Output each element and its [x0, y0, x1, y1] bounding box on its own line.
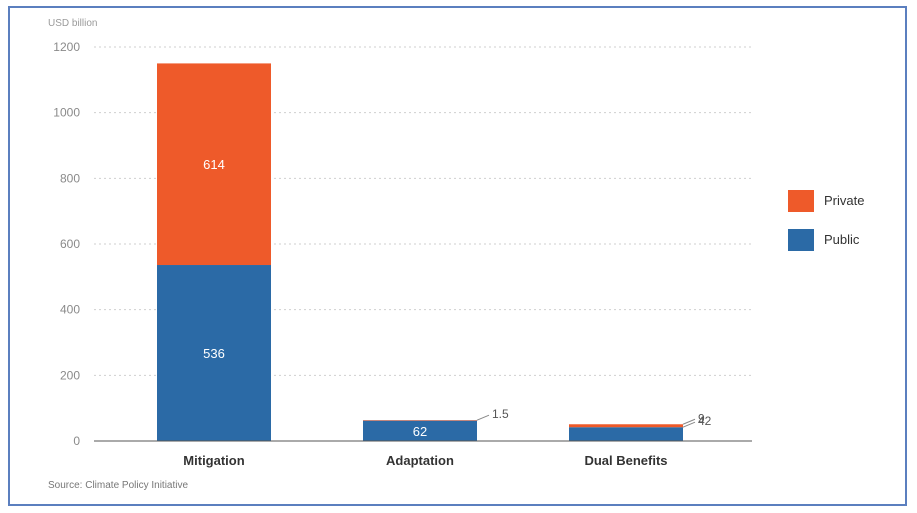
data-label: 62 [413, 424, 427, 439]
y-tick-label: 0 [73, 434, 80, 448]
y-tick-label: 1000 [53, 106, 80, 120]
y-tick-label: 600 [60, 237, 80, 251]
x-axis-categories: Mitigation Adaptation Dual Benefits [183, 453, 667, 468]
y-axis-ticks: 0 200 400 600 800 1000 1200 [53, 40, 80, 448]
data-labels: 536 614 62 1.5 429 [203, 157, 712, 439]
unit-label: USD billion [48, 18, 97, 29]
legend-label-public: Public [824, 232, 860, 247]
legend: Private Public [788, 190, 864, 251]
data-label-callout: 9 [698, 411, 705, 425]
bar-public-adaptation [363, 420, 477, 441]
x-category-label: Adaptation [386, 453, 454, 468]
bar-private-dual-benefits [569, 424, 683, 428]
y-tick-label: 1200 [53, 40, 80, 54]
legend-swatch-public [788, 229, 814, 251]
legend-swatch-private [788, 190, 814, 212]
bar-public-mitigation [157, 265, 271, 441]
x-category-label: Dual Benefits [584, 453, 667, 468]
source-note: Source: Climate Policy Initiative [48, 480, 188, 491]
y-tick-label: 200 [60, 368, 80, 382]
bar-private-adaptation [363, 420, 477, 421]
bars [157, 63, 683, 441]
callout-line [476, 414, 490, 421]
data-label: 614 [203, 157, 225, 172]
callout-line [682, 418, 696, 425]
bar-private-mitigation [157, 63, 271, 266]
data-label: 536 [203, 346, 225, 361]
y-tick-label: 800 [60, 171, 80, 185]
data-label-callout: 1.5 [492, 407, 509, 421]
x-category-label: Mitigation [183, 453, 244, 468]
bar-public-dual-benefits [569, 427, 683, 441]
legend-label-private: Private [824, 193, 864, 208]
data-label-callout: 42 [698, 414, 712, 428]
callout-line [682, 421, 696, 428]
y-tick-label: 400 [60, 303, 80, 317]
